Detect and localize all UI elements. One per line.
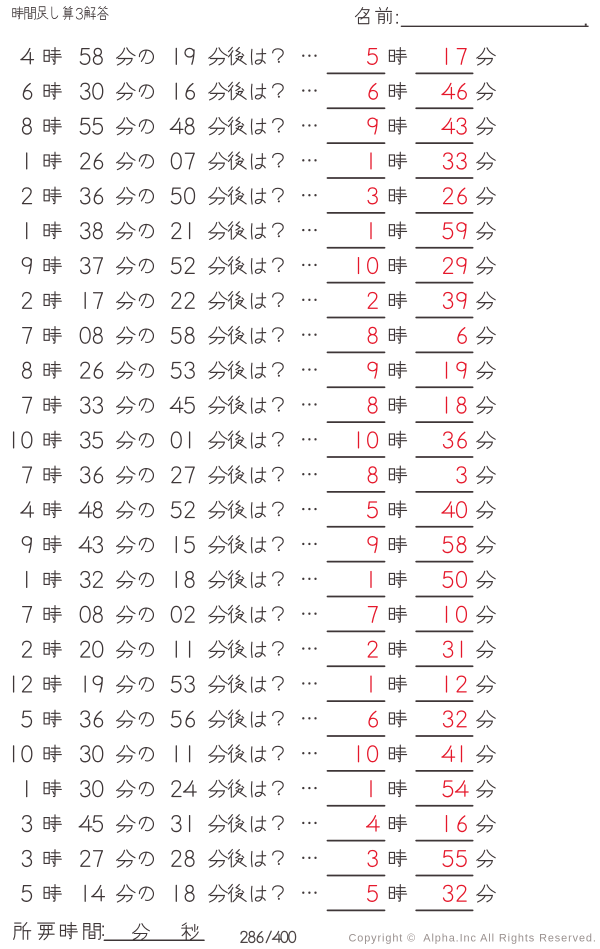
svg-text:Copyright © Alpha.Inc All Rig: Copyright © Alpha.Inc All Rights Reserve…: [349, 933, 597, 945]
